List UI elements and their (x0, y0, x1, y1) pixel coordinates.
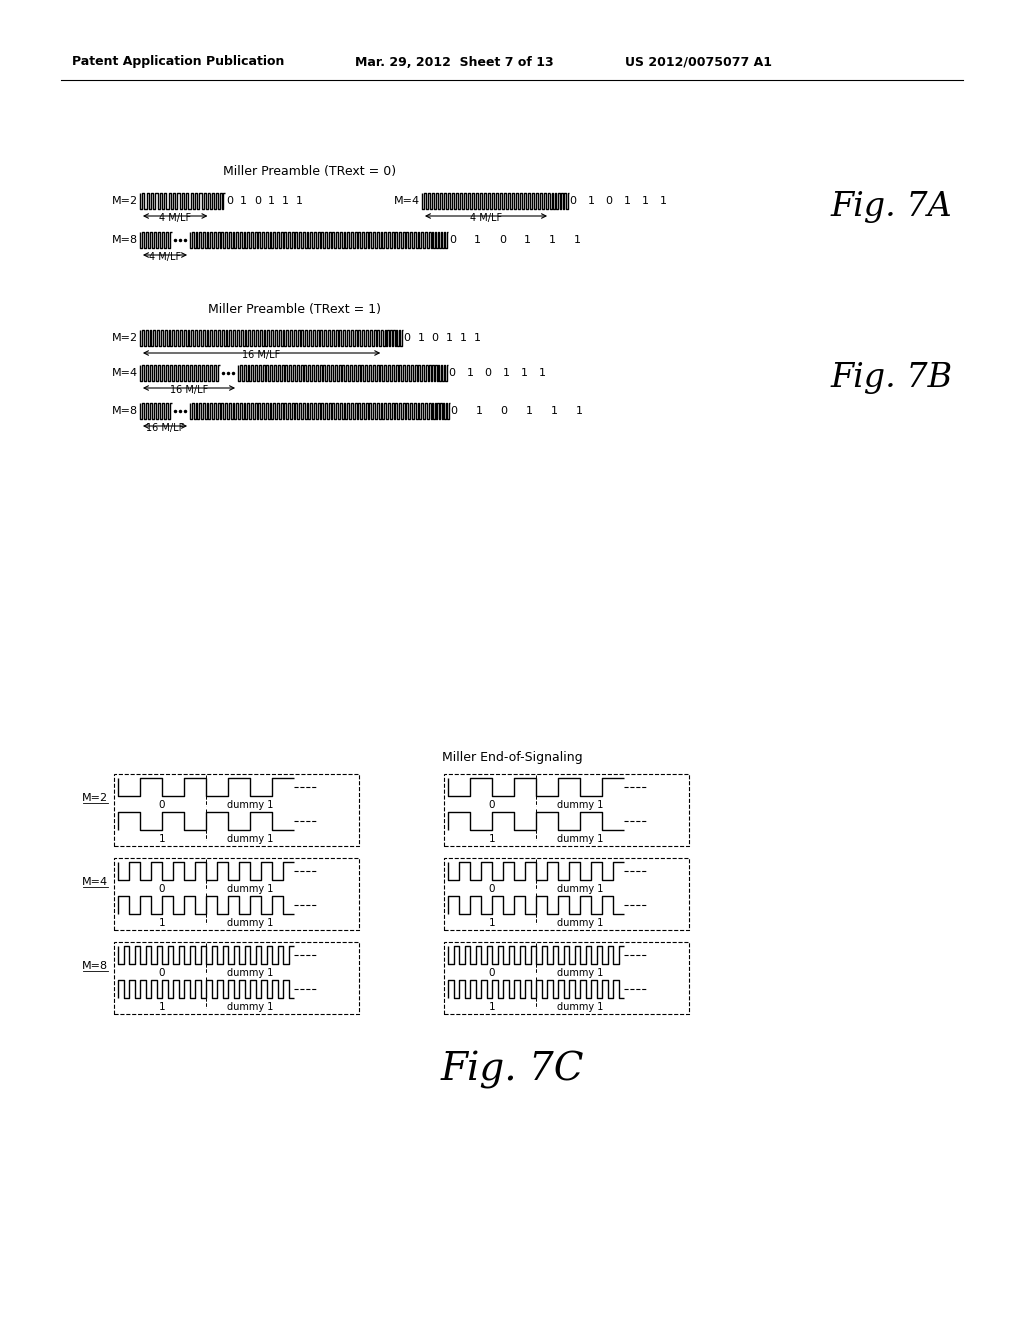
Text: M=2: M=2 (82, 793, 108, 803)
Text: 0: 0 (488, 968, 496, 978)
Text: 1: 1 (418, 333, 425, 343)
Text: 0: 0 (449, 368, 456, 378)
Bar (114, 774, 359, 846)
Text: Mar. 29, 2012  Sheet 7 of 13: Mar. 29, 2012 Sheet 7 of 13 (355, 55, 554, 69)
Text: M=2: M=2 (112, 195, 138, 206)
Text: 0: 0 (226, 195, 232, 206)
Bar (114, 858, 359, 931)
Text: M=8: M=8 (82, 961, 108, 972)
Text: M=4: M=4 (82, 876, 108, 887)
Text: M=8: M=8 (112, 235, 138, 246)
Text: M=4: M=4 (394, 195, 420, 206)
Text: dummy 1: dummy 1 (557, 917, 603, 928)
Text: 1: 1 (539, 368, 546, 378)
Text: 1: 1 (159, 917, 165, 928)
Text: 1: 1 (503, 368, 510, 378)
Text: M=8: M=8 (112, 407, 138, 416)
Text: 1: 1 (445, 333, 453, 343)
Text: dummy 1: dummy 1 (226, 1002, 273, 1012)
Text: 1: 1 (240, 195, 247, 206)
Text: M=4: M=4 (112, 368, 138, 378)
Bar (444, 942, 689, 1014)
Text: 0: 0 (159, 884, 165, 894)
Text: 1: 1 (642, 195, 648, 206)
Text: Fig. 7B: Fig. 7B (830, 362, 952, 393)
Text: dummy 1: dummy 1 (557, 884, 603, 894)
Text: 4 M/LF: 4 M/LF (159, 213, 191, 223)
Text: 1: 1 (624, 195, 631, 206)
Bar (444, 774, 689, 846)
Text: 0: 0 (403, 333, 411, 343)
Text: 4 M/LF: 4 M/LF (470, 213, 502, 223)
Text: 0: 0 (484, 368, 492, 378)
Bar (444, 858, 689, 931)
Text: 1: 1 (549, 235, 556, 246)
Text: 1: 1 (467, 368, 473, 378)
Text: Fig. 7A: Fig. 7A (830, 191, 951, 223)
Text: 0: 0 (449, 235, 456, 246)
Text: 1: 1 (575, 407, 583, 416)
Text: 0: 0 (499, 235, 506, 246)
Text: Fig. 7C: Fig. 7C (440, 1051, 584, 1089)
Text: dummy 1: dummy 1 (557, 968, 603, 978)
Text: 1: 1 (159, 1002, 165, 1012)
Text: Miller End-of-Signaling: Miller End-of-Signaling (441, 751, 583, 764)
Bar (114, 942, 359, 1014)
Text: 1: 1 (159, 834, 165, 843)
Text: Miller Preamble (TRext = 1): Miller Preamble (TRext = 1) (209, 304, 382, 317)
Text: 1: 1 (488, 1002, 496, 1012)
Text: 1: 1 (520, 368, 527, 378)
Text: 0: 0 (488, 800, 496, 810)
Text: 1: 1 (573, 235, 581, 246)
Text: 1: 1 (488, 834, 496, 843)
Text: 16 M/LF: 16 M/LF (243, 350, 281, 360)
Text: dummy 1: dummy 1 (226, 834, 273, 843)
Text: 1: 1 (474, 235, 480, 246)
Text: 1: 1 (474, 333, 480, 343)
Text: 0: 0 (159, 968, 165, 978)
Text: 1: 1 (551, 407, 557, 416)
Text: 0: 0 (569, 195, 577, 206)
Text: 1: 1 (296, 195, 303, 206)
Text: 0: 0 (488, 884, 496, 894)
Text: 1: 1 (282, 195, 289, 206)
Text: dummy 1: dummy 1 (557, 1002, 603, 1012)
Text: 0: 0 (254, 195, 261, 206)
Text: M=2: M=2 (112, 333, 138, 343)
Text: 0: 0 (606, 195, 612, 206)
Text: 16 M/LF: 16 M/LF (170, 385, 208, 395)
Text: 1: 1 (268, 195, 274, 206)
Text: 1: 1 (525, 407, 532, 416)
Text: 1: 1 (523, 235, 530, 246)
Text: Miller Preamble (TRext = 0): Miller Preamble (TRext = 0) (223, 165, 396, 178)
Text: dummy 1: dummy 1 (226, 917, 273, 928)
Text: 0: 0 (451, 407, 458, 416)
Text: dummy 1: dummy 1 (557, 834, 603, 843)
Text: US 2012/0075077 A1: US 2012/0075077 A1 (625, 55, 772, 69)
Text: 0: 0 (501, 407, 508, 416)
Text: 1: 1 (475, 407, 482, 416)
Text: 1: 1 (588, 195, 595, 206)
Text: 0: 0 (159, 800, 165, 810)
Text: 1: 1 (460, 333, 467, 343)
Text: dummy 1: dummy 1 (226, 884, 273, 894)
Text: 16 M/LF: 16 M/LF (145, 422, 184, 433)
Text: 1: 1 (488, 917, 496, 928)
Text: 0: 0 (432, 333, 438, 343)
Text: 1: 1 (659, 195, 667, 206)
Text: dummy 1: dummy 1 (226, 968, 273, 978)
Text: dummy 1: dummy 1 (557, 800, 603, 810)
Text: dummy 1: dummy 1 (226, 800, 273, 810)
Text: Patent Application Publication: Patent Application Publication (72, 55, 285, 69)
Text: 4 M/LF: 4 M/LF (148, 252, 181, 261)
